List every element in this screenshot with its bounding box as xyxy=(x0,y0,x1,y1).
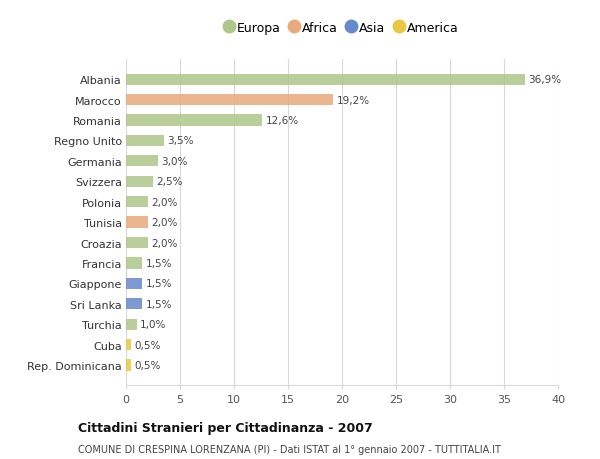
Bar xyxy=(126,115,262,126)
Bar xyxy=(126,217,148,228)
Text: 19,2%: 19,2% xyxy=(337,95,370,106)
Bar xyxy=(126,278,142,289)
Bar xyxy=(126,258,142,269)
Text: Cittadini Stranieri per Cittadinanza - 2007: Cittadini Stranieri per Cittadinanza - 2… xyxy=(78,421,373,434)
Text: 2,0%: 2,0% xyxy=(151,218,177,228)
Text: 3,0%: 3,0% xyxy=(161,157,188,167)
Text: 1,5%: 1,5% xyxy=(145,299,172,309)
Legend: Europa, Africa, Asia, America: Europa, Africa, Asia, America xyxy=(221,17,463,40)
Bar xyxy=(126,359,131,371)
Text: COMUNE DI CRESPINA LORENZANA (PI) - Dati ISTAT al 1° gennaio 2007 - TUTTITALIA.I: COMUNE DI CRESPINA LORENZANA (PI) - Dati… xyxy=(78,444,501,454)
Bar xyxy=(126,95,334,106)
Text: 2,5%: 2,5% xyxy=(156,177,183,187)
Text: 0,5%: 0,5% xyxy=(134,340,161,350)
Bar xyxy=(126,74,524,86)
Bar xyxy=(126,319,137,330)
Text: 0,5%: 0,5% xyxy=(134,360,161,370)
Text: 2,0%: 2,0% xyxy=(151,238,177,248)
Text: 36,9%: 36,9% xyxy=(528,75,561,85)
Bar xyxy=(126,339,131,350)
Bar xyxy=(126,237,148,249)
Text: 3,5%: 3,5% xyxy=(167,136,194,146)
Bar xyxy=(126,298,142,310)
Bar xyxy=(126,196,148,208)
Bar xyxy=(126,176,153,187)
Text: 1,0%: 1,0% xyxy=(140,319,166,330)
Text: 2,0%: 2,0% xyxy=(151,197,177,207)
Text: 12,6%: 12,6% xyxy=(265,116,298,126)
Text: 1,5%: 1,5% xyxy=(145,279,172,289)
Text: 1,5%: 1,5% xyxy=(145,258,172,269)
Bar xyxy=(126,156,158,167)
Bar xyxy=(126,135,164,147)
